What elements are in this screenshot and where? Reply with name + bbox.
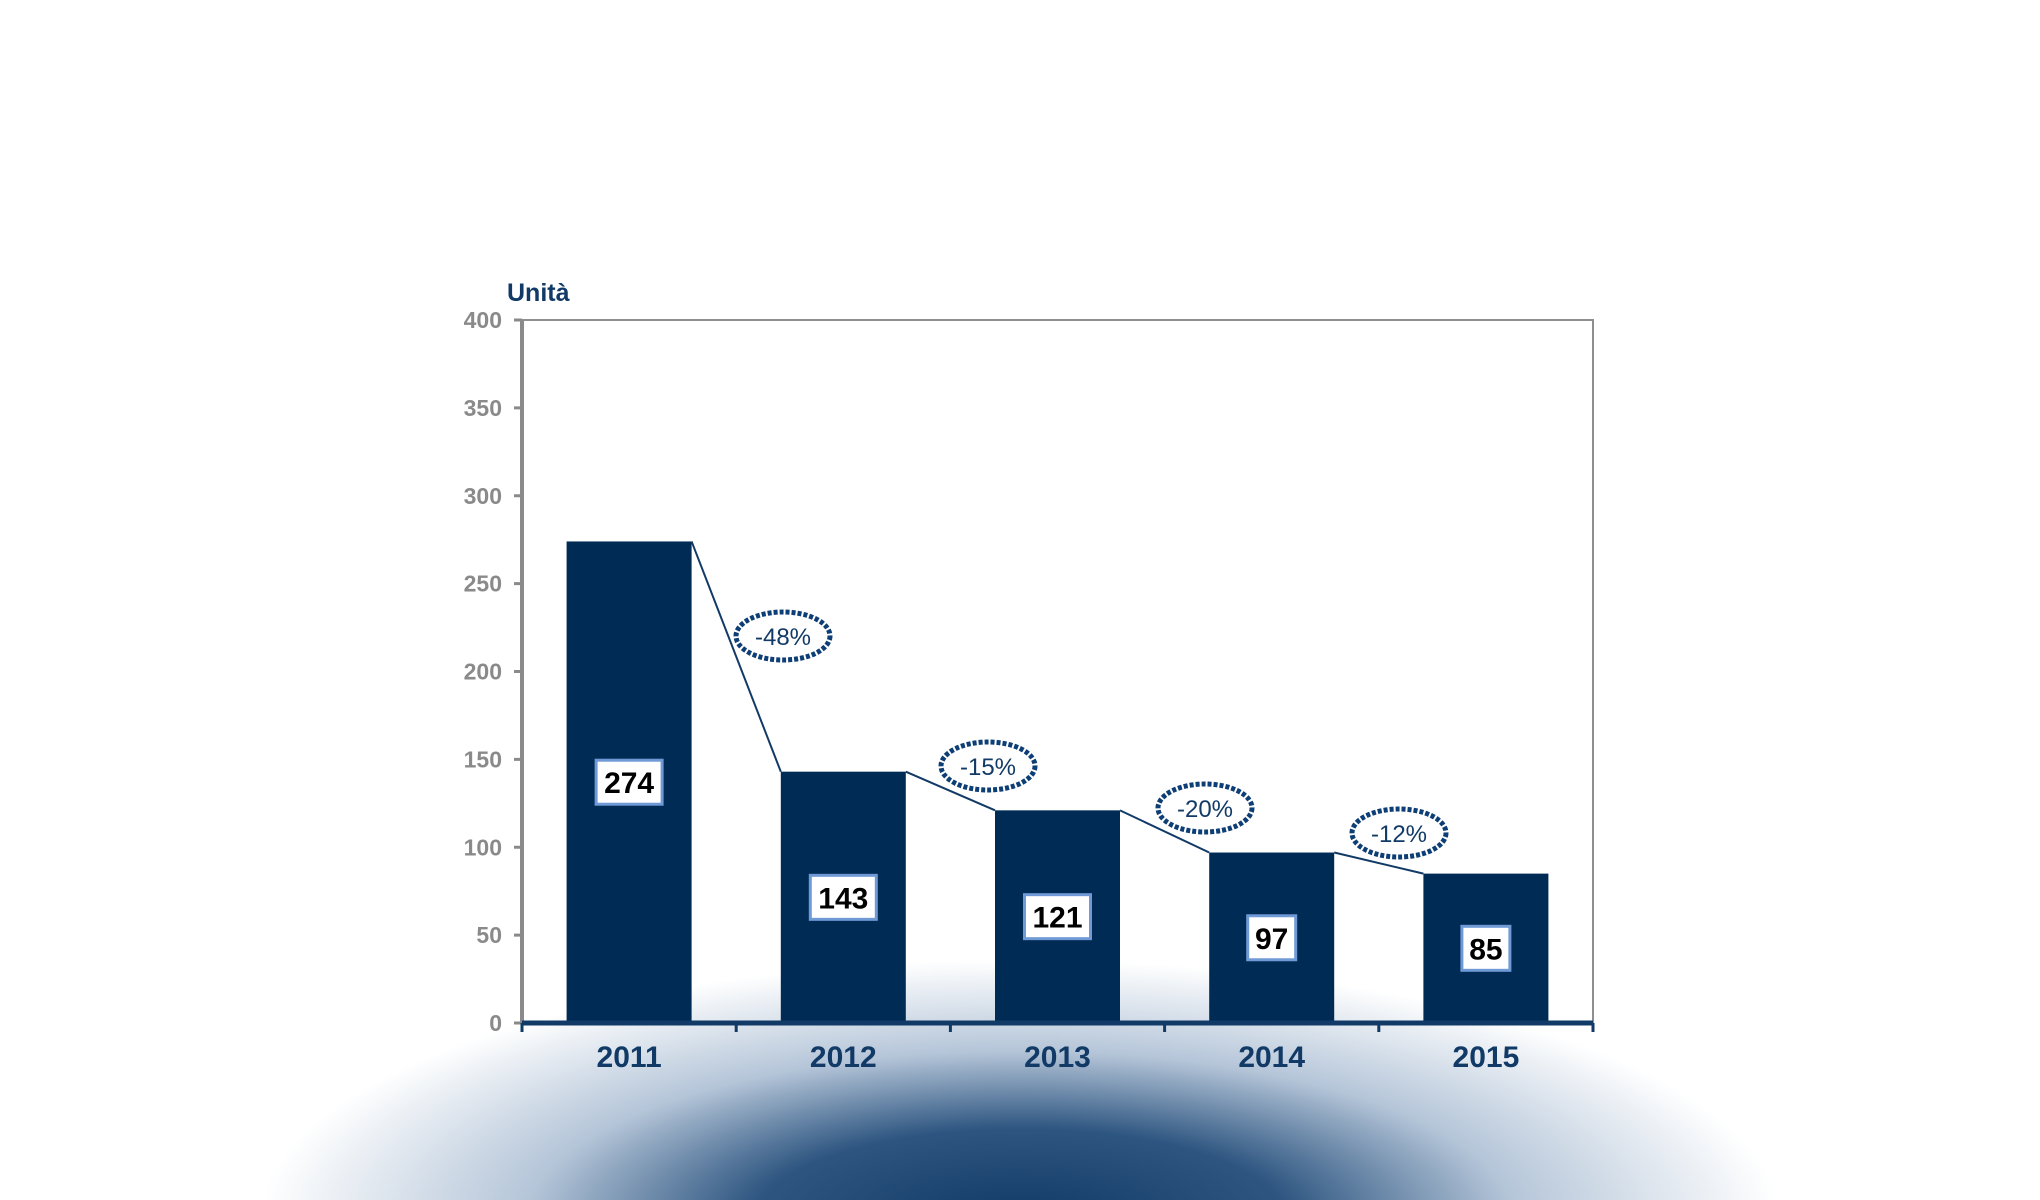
value-label: 97 [1246, 914, 1298, 962]
connector-line [1333, 851, 1424, 875]
change-badge-text: -12% [1371, 821, 1427, 848]
y-tick-label: 100 [464, 834, 502, 860]
connector-lines [690, 541, 1424, 875]
change-badge-text: -20% [1177, 796, 1233, 823]
y-tick-label: 300 [464, 483, 502, 509]
value-label-box [1023, 893, 1092, 941]
value-label: 274 [594, 758, 664, 806]
value-label-text: 274 [604, 767, 654, 800]
value-label-text: 143 [818, 882, 868, 915]
change-badge-ellipse [733, 609, 833, 663]
value-label-text: 121 [1032, 902, 1082, 935]
change-badge-ellipse [1349, 806, 1449, 860]
y-axis: 0 50 100 150 200 250 300 350 400 [464, 307, 524, 1036]
x-category-label: 2015 [1453, 1041, 1520, 1074]
connector-line [1119, 809, 1210, 854]
y-tick-label: 0 [489, 1010, 502, 1036]
y-tick-label: 50 [476, 922, 502, 948]
change-badge: -12% [1349, 806, 1449, 860]
value-label-box [1246, 914, 1298, 962]
change-badges: -48% -15% -20% -12% [733, 609, 1449, 860]
value-label: 143 [808, 873, 878, 921]
change-badge-ellipse [938, 739, 1038, 793]
value-label-text: 85 [1469, 933, 1502, 966]
y-tick-label: 400 [464, 307, 502, 333]
x-category-label: 2012 [810, 1041, 877, 1074]
x-category-label: 2014 [1238, 1041, 1305, 1074]
value-label-box [1460, 924, 1512, 972]
x-axis: 2011 2012 2013 2014 2015 [520, 1020, 1595, 1074]
change-badge-ellipse [1155, 781, 1255, 835]
y-tick-label: 150 [464, 746, 502, 772]
value-labels: 274 143 121 97 85 [594, 758, 1512, 972]
value-label-text: 97 [1255, 923, 1288, 956]
x-category-label: 2011 [597, 1041, 662, 1074]
change-badge-text: -48% [755, 624, 811, 651]
change-badge: -20% [1155, 781, 1255, 835]
y-tick-label: 250 [464, 571, 502, 597]
connector-line [905, 770, 996, 812]
bars [566, 541, 1549, 1023]
change-badge-text: -15% [960, 754, 1016, 781]
y-axis-unit-label: Unità [507, 279, 570, 307]
value-label-box [808, 873, 878, 921]
y-tick-label: 350 [464, 395, 502, 421]
y-tick-label: 200 [464, 659, 502, 685]
change-badge: -15% [938, 739, 1038, 793]
connector-line [690, 541, 782, 773]
value-label: 85 [1460, 924, 1512, 972]
value-label: 121 [1023, 893, 1092, 941]
change-badge: -48% [733, 609, 833, 663]
x-category-label: 2013 [1024, 1041, 1091, 1074]
value-label-box [594, 758, 664, 806]
